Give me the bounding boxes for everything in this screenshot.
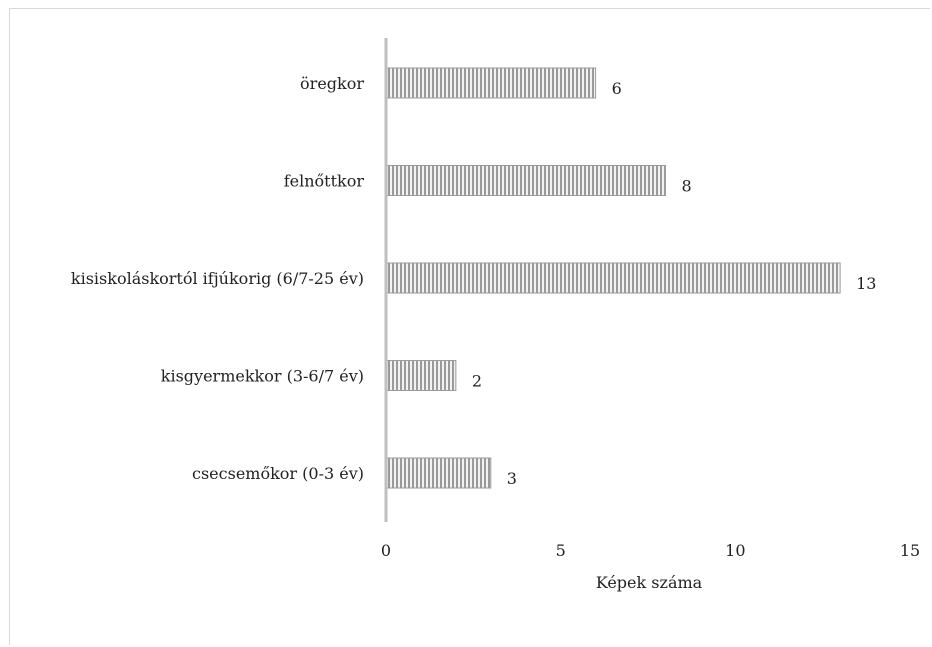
category-label-4: öregkor: [300, 74, 364, 93]
value-label-4: 6: [612, 79, 622, 98]
category-label-2: kisiskoláskortól ifjúkorig (6/7-25 év): [71, 269, 364, 288]
labels-layer: csecsemőkor (0-3 év) 3 kisgyermekkor (3-6/…: [71, 74, 877, 488]
bar-1: [385, 360, 457, 391]
x-ticks-layer: 0 5 10 15: [381, 541, 920, 560]
bar-3: [385, 165, 666, 196]
bar-0: [385, 457, 492, 489]
x-tick-label-1: 5: [556, 541, 566, 560]
bar-2: [385, 262, 841, 294]
value-label-0: 3: [507, 469, 517, 488]
category-label-0: csecsemőkor (0-3 év): [192, 464, 364, 483]
x-axis-title: Képek száma: [596, 573, 703, 592]
x-tick-label-0: 0: [381, 541, 391, 560]
category-label-3: felnőttkor: [284, 172, 365, 191]
bars-layer: [385, 67, 841, 489]
x-tick-label-2: 10: [725, 541, 745, 560]
x-tick-label-3: 15: [900, 541, 920, 560]
value-label-3: 8: [681, 177, 691, 196]
category-label-1: kisgyermekkor (3-6/7 év): [161, 367, 364, 386]
value-label-2: 13: [856, 274, 876, 293]
chart-frame: [9, 8, 930, 645]
value-label-1: 2: [472, 372, 482, 391]
bar-4: [385, 67, 597, 99]
